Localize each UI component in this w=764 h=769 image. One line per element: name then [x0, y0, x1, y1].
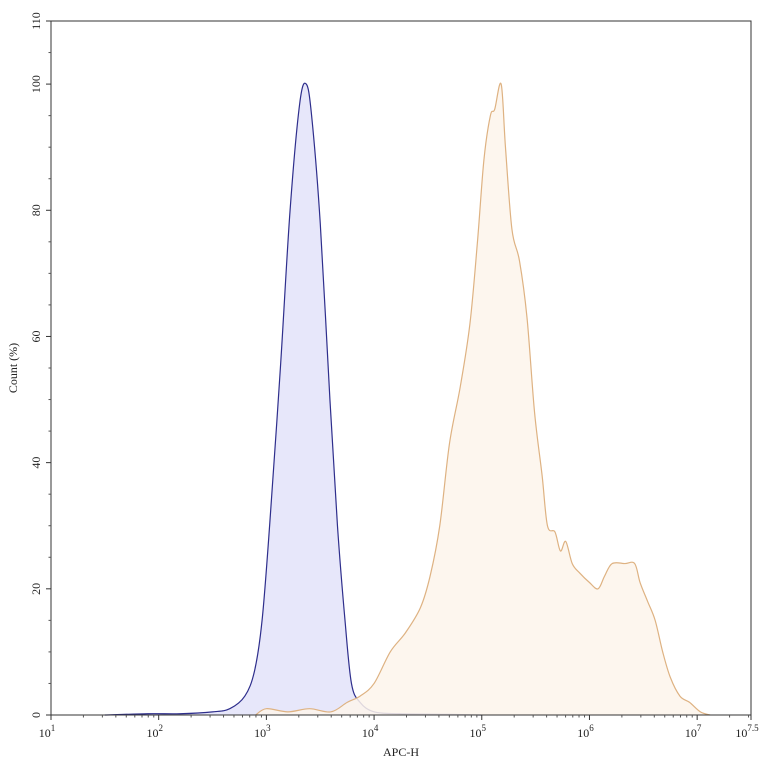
- series-2-fill: [255, 83, 711, 716]
- series-2-line: [255, 82, 711, 716]
- y-axis: 0 20 40 60 80 100 110: [29, 12, 51, 718]
- series-1-fill: [104, 83, 482, 715]
- y-tick-label: 0: [29, 712, 43, 718]
- x-axis-label: APC-H: [383, 745, 419, 759]
- x-tick-label: 107: [685, 723, 702, 740]
- y-axis-label: Count (%): [6, 343, 20, 393]
- y-tick-label: 100: [29, 75, 43, 93]
- y-tick-label: 80: [29, 204, 43, 216]
- y-tick-label: 20: [29, 583, 43, 595]
- x-tick-label: 107.5: [735, 723, 759, 740]
- x-tick-label: 104: [362, 723, 379, 740]
- x-tick-label: 105: [470, 723, 487, 740]
- x-tick-label: 103: [254, 723, 271, 740]
- x-tick-label: 102: [146, 723, 163, 740]
- y-tick-label: 60: [29, 330, 43, 342]
- y-tick-label: 110: [29, 12, 43, 30]
- x-axis: 101 102 103 104 105 106 107 107.5: [39, 715, 759, 740]
- y-tick-label: 40: [29, 457, 43, 469]
- series-layer: [104, 82, 711, 716]
- x-tick-label: 101: [39, 723, 56, 740]
- x-tick-label: 106: [577, 723, 594, 740]
